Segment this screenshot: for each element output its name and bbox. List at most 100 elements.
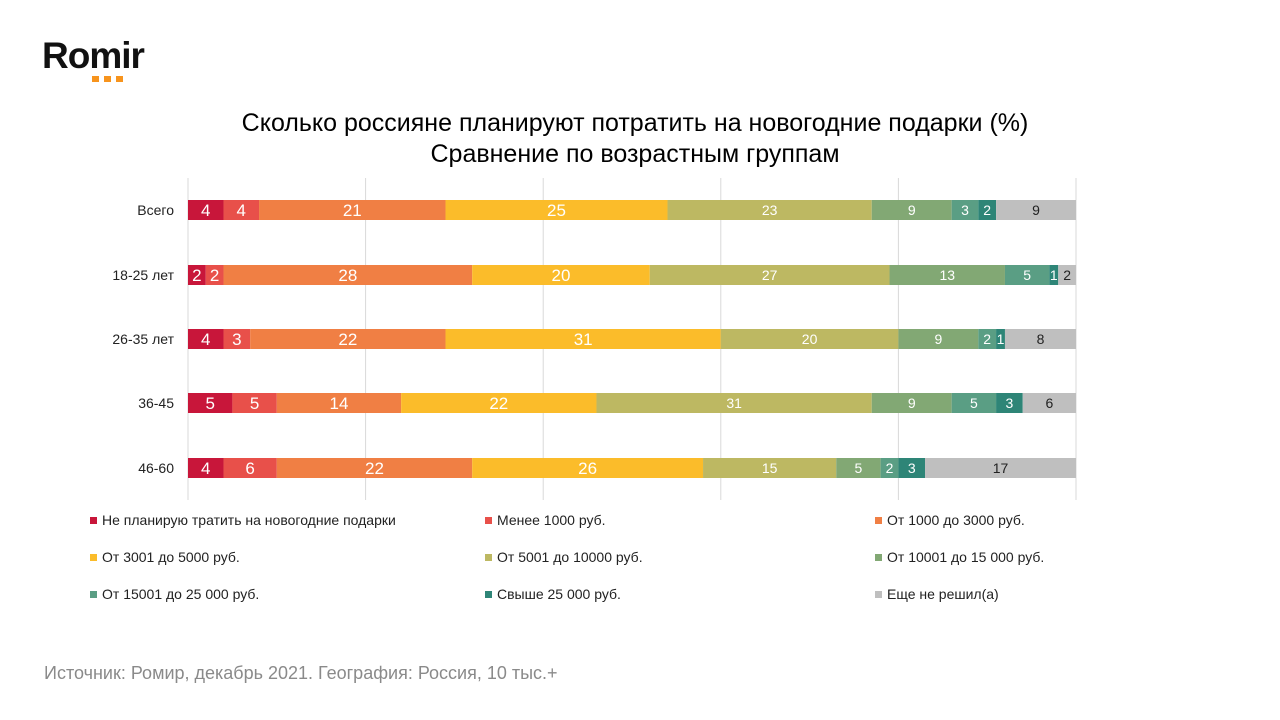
data-label: 27: [762, 267, 778, 283]
bar-segment: [188, 393, 233, 413]
romir-logo: Romir: [42, 35, 145, 82]
bar-segment: [188, 329, 224, 349]
bar-segment: [188, 200, 224, 220]
data-label: 5: [250, 394, 259, 413]
legend-label: От 3001 до 5000 руб.: [102, 549, 240, 565]
data-label: 20: [802, 331, 818, 347]
data-label: 2: [886, 460, 894, 476]
bar-segment: [596, 393, 872, 413]
data-label: 22: [489, 394, 508, 413]
data-label: 2: [210, 266, 219, 285]
bar-segment: [188, 458, 224, 478]
data-label: 5: [970, 395, 978, 411]
legend-label: От 5001 до 10000 руб.: [497, 549, 643, 565]
bar-segment: [250, 329, 446, 349]
data-label: 3: [908, 460, 916, 476]
bar-segment: [925, 458, 1076, 478]
bar-segment: [836, 458, 881, 478]
bar-segment: [880, 458, 899, 478]
bar-segment: [898, 329, 979, 349]
legend-item: Не планирую тратить на новогодние подарк…: [90, 512, 396, 528]
legend-label: Еще не решил(а): [887, 586, 999, 602]
data-label: 3: [1006, 395, 1014, 411]
bar-segment: [1022, 393, 1076, 413]
source-note: Источник: Ромир, декабрь 2021. География…: [44, 663, 558, 683]
data-label: 14: [329, 394, 348, 413]
data-label: 23: [762, 202, 778, 218]
data-label: 8: [1037, 331, 1045, 347]
bar-segment: [996, 393, 1023, 413]
category-label: 36-45: [138, 395, 174, 411]
legend-label: Свыше 25 000 руб.: [497, 586, 621, 602]
data-label: 4: [201, 459, 210, 478]
legend-swatch: [90, 553, 97, 561]
bar-segment: [996, 329, 1005, 349]
category-label: 46-60: [138, 460, 174, 476]
legend-item: От 1000 до 3000 руб.: [875, 512, 1025, 528]
bar-segment: [445, 329, 721, 349]
data-label: 28: [338, 266, 357, 285]
data-label: 2: [192, 266, 201, 285]
data-label: 25: [547, 201, 566, 220]
chart-subtitle: Сравнение по возрастным группам: [430, 140, 840, 168]
bar-segment: [1004, 265, 1050, 285]
logo-dots: [92, 76, 144, 82]
legend-item: От 15001 до 25 000 руб.: [90, 586, 259, 602]
data-label: 22: [365, 459, 384, 478]
legend-swatch: [485, 553, 492, 561]
legend-label: От 15001 до 25 000 руб.: [102, 586, 260, 602]
data-label: 9: [1032, 202, 1040, 218]
data-label: 4: [237, 201, 246, 220]
bar-segment: [472, 265, 650, 285]
legend-swatch: [875, 590, 882, 598]
chart-title-block: Сколько россияне планируют потратить на …: [0, 108, 1270, 170]
data-label: 26: [578, 459, 597, 478]
data-label: 20: [551, 266, 570, 285]
data-label: 3: [232, 330, 241, 349]
legend-item: Свыше 25 000 руб.: [485, 586, 621, 602]
data-label: 31: [574, 330, 593, 349]
bar-segment: [951, 393, 997, 413]
bar-segment: [1058, 265, 1076, 285]
legend-swatch: [485, 516, 492, 524]
bar-segment: [703, 458, 837, 478]
legend-item: От 3001 до 5000 руб.: [90, 549, 240, 565]
bar-segment: [259, 200, 446, 220]
data-label: 5: [855, 460, 863, 476]
bar-segment: [996, 200, 1076, 220]
bar-segment: [667, 200, 872, 220]
data-label: 3: [961, 202, 969, 218]
legend-swatch: [485, 590, 492, 598]
data-label: 6: [1045, 395, 1053, 411]
bar-segment: [951, 200, 979, 220]
data-label: 2: [983, 202, 991, 218]
legend-label: От 1000 до 3000 руб.: [887, 512, 1025, 528]
data-label: 4: [201, 330, 210, 349]
bar-segment: [205, 265, 224, 285]
bar-segment: [276, 393, 402, 413]
bar-segment: [871, 200, 952, 220]
legend-item: От 5001 до 10000 руб.: [485, 549, 643, 565]
bar-segment: [276, 458, 473, 478]
bar-segment: [720, 329, 899, 349]
data-label: 1: [997, 331, 1005, 347]
bar-segment: [978, 200, 997, 220]
logo-text: Romir: [42, 35, 145, 76]
legend-swatch: [90, 590, 97, 598]
bar-segment: [472, 458, 704, 478]
data-label: 9: [908, 202, 916, 218]
bar-segment: [223, 265, 473, 285]
legend-item: От 10001 до 15 000 руб.: [875, 549, 1044, 565]
legend-item: Еще не решил(а): [875, 586, 999, 602]
bar-segment: [445, 200, 668, 220]
data-label: 22: [338, 330, 357, 349]
bar-segment: [898, 458, 926, 478]
legend-swatch: [875, 516, 882, 524]
chart-title: Сколько россияне планируют потратить на …: [241, 109, 1029, 137]
bar-segment: [978, 329, 997, 349]
legend-label: Не планирую тратить на новогодние подарк…: [102, 512, 396, 528]
category-label: 26-35 лет: [112, 331, 174, 347]
bar-segment: [401, 393, 597, 413]
category-label: Всего: [137, 202, 174, 218]
